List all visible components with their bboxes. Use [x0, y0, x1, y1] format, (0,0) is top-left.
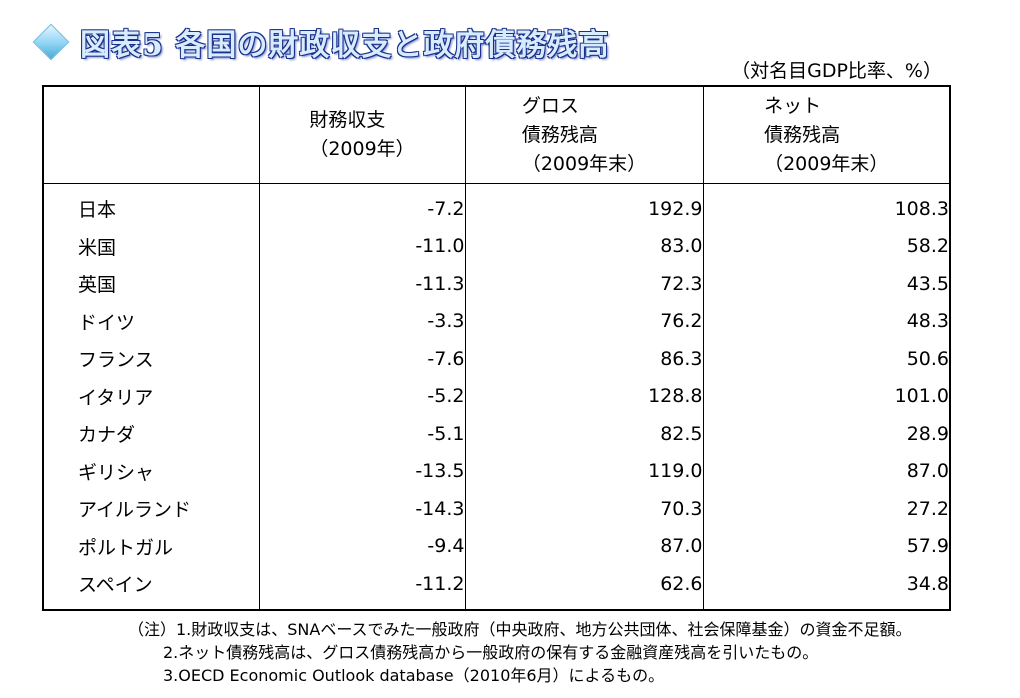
net-debt-cell: 34.8: [702, 565, 950, 610]
gross-debt-cell: 192.9: [464, 183, 703, 228]
country-cell: 英国: [78, 274, 117, 297]
net-debt-cell: 101.0: [702, 377, 950, 415]
gross-debt-cell: 86.3: [464, 340, 703, 378]
footnotes: （注）1.財政収支は、SNAベースでみた一般政府（中央政府、地方公共団体、社会保…: [128, 618, 912, 687]
net-debt-cell: 108.3: [702, 183, 950, 228]
header-country: [43, 86, 259, 184]
table-row: フランス -7.6 86.3 50.6: [43, 340, 950, 378]
header-row: 財務収支 （2009年） グロス債務残高 （2009年末） ネット債務残高 （2009…: [43, 86, 950, 184]
net-debt-cell: 48.3: [702, 302, 950, 340]
country-cell: ドイツ: [78, 311, 136, 334]
header-net-line2: 債務残高: [764, 123, 841, 146]
header-balance-line2: （2009年）: [309, 138, 415, 160]
net-debt-cell: 58.2: [702, 227, 950, 265]
gross-debt-cell: 72.3: [464, 265, 703, 303]
table-row: ギリシャ -13.5 119.0 87.0: [43, 452, 950, 490]
net-debt-cell: 87.0: [702, 452, 950, 490]
balance-cell: -13.5: [258, 452, 465, 490]
footnote-3: 3.OECD Economic Outlook database（2010年6月…: [163, 666, 665, 685]
balance-cell: -7.2: [258, 183, 465, 228]
header-gross-line1: グロス: [521, 94, 579, 117]
balance-cell: -7.6: [258, 340, 465, 378]
country-cell: カナダ: [78, 424, 136, 447]
header-balance: 財務収支 （2009年）: [258, 86, 465, 184]
balance-cell: -5.1: [258, 415, 465, 453]
unit-note: （対名目GDP比率、%）: [731, 60, 942, 82]
table-row: ポルトガル -9.4 87.0 57.9: [43, 527, 950, 565]
table-row: スペイン -11.2 62.6 34.8: [43, 565, 950, 610]
country-cell: イタリア: [78, 386, 154, 409]
country-cell: ギリシャ: [78, 461, 155, 484]
header-net: ネット債務残高 （2009年末）: [702, 86, 950, 184]
header-net-line1: ネット: [764, 94, 822, 117]
net-debt-cell: 50.6: [702, 340, 950, 378]
diamond-icon: [32, 23, 70, 61]
country-cell: ポルトガル: [78, 536, 174, 559]
gross-debt-cell: 119.0: [464, 452, 703, 490]
net-debt-cell: 28.9: [702, 415, 950, 453]
net-debt-cell: 43.5: [702, 265, 950, 303]
gross-debt-cell: 70.3: [464, 490, 703, 528]
data-table: 財務収支 （2009年） グロス債務残高 （2009年末） ネット債務残高 （2009…: [42, 85, 951, 611]
table-row: カナダ -5.1 82.5 28.9: [43, 415, 950, 453]
balance-cell: -11.0: [258, 227, 465, 265]
header-balance-line1: 財務収支: [309, 109, 386, 131]
balance-cell: -14.3: [258, 490, 465, 528]
gross-debt-cell: 128.8: [464, 377, 703, 415]
net-debt-cell: 57.9: [702, 527, 950, 565]
footnote-2: 2.ネット債務残高は、グロス債務残高から一般政府の保有する金融資産残高を引いたも…: [163, 643, 819, 662]
table-row: イタリア -5.2 128.8 101.0: [43, 377, 950, 415]
table-row: アイルランド -14.3 70.3 27.2: [43, 490, 950, 528]
table-row: ドイツ -3.3 76.2 48.3: [43, 302, 950, 340]
country-cell: スペイン: [78, 574, 153, 597]
balance-cell: -11.2: [258, 565, 465, 610]
balance-cell: -11.3: [258, 265, 465, 303]
gross-debt-cell: 87.0: [464, 527, 703, 565]
table-row: 米国 -11.0 83.0 58.2: [43, 227, 950, 265]
table-row: 英国 -11.3 72.3 43.5: [43, 265, 950, 303]
country-cell: 米国: [78, 236, 117, 259]
header-gross-line3: （2009年末）: [521, 152, 647, 175]
balance-cell: -3.3: [258, 302, 465, 340]
balance-cell: -5.2: [258, 377, 465, 415]
gross-debt-cell: 83.0: [464, 227, 703, 265]
country-cell: アイルランド: [78, 499, 192, 522]
footnote-1: （注）1.財政収支は、SNAベースでみた一般政府（中央政府、地方公共団体、社会保…: [128, 620, 912, 639]
country-cell: 日本: [78, 199, 117, 222]
net-debt-cell: 27.2: [702, 490, 950, 528]
title-bar: 図表5 各国の財政収支と政府債務残高: [30, 20, 609, 64]
header-gross-line2: 債務残高: [521, 123, 598, 146]
header-gross: グロス債務残高 （2009年末）: [464, 86, 703, 184]
balance-cell: -9.4: [258, 527, 465, 565]
country-cell: フランス: [78, 349, 154, 372]
page-title: 図表5 各国の財政収支と政府債務残高: [80, 28, 610, 63]
gross-debt-cell: 82.5: [464, 415, 703, 453]
header-net-line3: （2009年末）: [764, 152, 889, 175]
gross-debt-cell: 76.2: [464, 302, 703, 340]
gross-debt-cell: 62.6: [464, 565, 703, 610]
table-row: 日本 -7.2 192.9 108.3: [43, 183, 950, 228]
